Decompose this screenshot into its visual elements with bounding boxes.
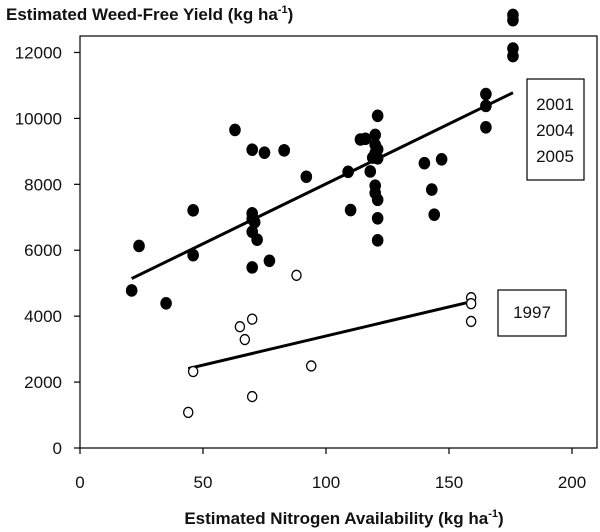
data-point-series-2: [234, 321, 246, 333]
y-tick-label: 4000: [24, 307, 62, 326]
data-point-series-2: [239, 333, 251, 346]
data-point-series-1: [507, 13, 519, 27]
trend-line-2: [187, 300, 472, 371]
legend-box-2: [497, 289, 567, 337]
x-axis-title-unit: (kg ha: [438, 509, 489, 528]
data-point-series-1: [371, 151, 384, 165]
legend-box-1: [526, 78, 585, 181]
legend-label-2001: 2001: [536, 95, 574, 114]
data-point-series-1: [480, 120, 492, 134]
data-point-series-2: [182, 406, 194, 419]
data-point-series-1: [125, 284, 138, 297]
data-point-series-1: [258, 146, 271, 159]
data-point-series-2: [187, 365, 199, 378]
data-point-series-1: [425, 183, 438, 196]
x-tick-label: 50: [194, 473, 213, 492]
chart-title: Estimated Weed-Free Yield (kg ha-1): [6, 4, 293, 24]
data-point-series-1: [371, 211, 384, 225]
y-tick-label: 8000: [24, 175, 62, 194]
data-point-series-1: [480, 99, 492, 113]
x-axis-title-sup: -1: [488, 508, 498, 520]
x-tick-label: 100: [312, 473, 340, 492]
data-point-series-1: [160, 297, 172, 310]
data-point-series-1: [428, 208, 441, 221]
x-tick-label: 200: [558, 473, 586, 492]
y-tick-label: 2000: [24, 373, 62, 392]
legend-label-2005: 2005: [536, 147, 574, 166]
data-point-series-1: [507, 49, 519, 63]
data-point-series-1: [246, 261, 258, 274]
data-point-series-1: [263, 254, 276, 268]
trend-lines: [131, 91, 514, 371]
chart-title-sup: -1: [278, 4, 288, 16]
trend-line-1: [131, 91, 514, 280]
x-axis-title-close: ): [498, 509, 504, 528]
data-point-series-1: [359, 132, 372, 146]
legend-label-1997: 1997: [513, 303, 551, 322]
data-point-series-1: [371, 193, 384, 207]
data-point-series-1: [229, 123, 241, 137]
data-point-series-1: [248, 215, 261, 229]
y-axis: 0 2000 4000 6000 8000 10000 12000: [15, 43, 80, 458]
data-point-series-1: [418, 156, 431, 170]
y-tick-label: 0: [53, 439, 62, 458]
data-point-series-1: [342, 165, 354, 179]
x-axis-title-text: Estimated Nitrogen Availability: [184, 509, 434, 528]
chart-title-unit: (kg ha: [228, 5, 279, 24]
data-point-series-1: [435, 152, 448, 166]
y-tick-label: 12000: [15, 43, 62, 62]
data-point-series-1: [371, 234, 384, 247]
data-point-series-1: [300, 170, 313, 184]
data-point-series-1: [133, 239, 145, 253]
data-point-series-2: [246, 390, 258, 403]
x-axis-title: Estimated Nitrogen Availability (kg ha-1…: [184, 508, 503, 528]
data-points: [125, 8, 519, 419]
data-point-series-1: [187, 204, 199, 217]
y-tick-label: 6000: [24, 241, 62, 260]
y-tick-label: 10000: [15, 109, 62, 128]
x-tick-label: 0: [75, 473, 84, 492]
data-point-series-1: [251, 233, 263, 246]
data-point-series-2: [465, 297, 477, 310]
data-point-series-2: [246, 313, 258, 325]
data-point-series-2: [465, 315, 477, 328]
data-point-series-1: [364, 165, 377, 178]
data-point-series-2: [305, 360, 317, 372]
plot-area: [79, 35, 598, 449]
chart-title-text: Estimated Weed-Free Yield: [6, 5, 223, 24]
data-point-series-2: [291, 269, 302, 281]
x-axis: 0 50 100 150 200: [75, 448, 586, 492]
data-point-series-1: [278, 144, 290, 157]
data-point-series-1: [344, 203, 357, 217]
legend-label-2004: 2004: [536, 121, 574, 140]
chart-title-close: ): [288, 5, 294, 24]
data-point-series-1: [371, 109, 384, 123]
data-point-series-1: [187, 248, 199, 262]
x-tick-label: 150: [435, 473, 463, 492]
data-point-series-1: [246, 143, 258, 157]
data-point-series-1: [480, 87, 492, 101]
